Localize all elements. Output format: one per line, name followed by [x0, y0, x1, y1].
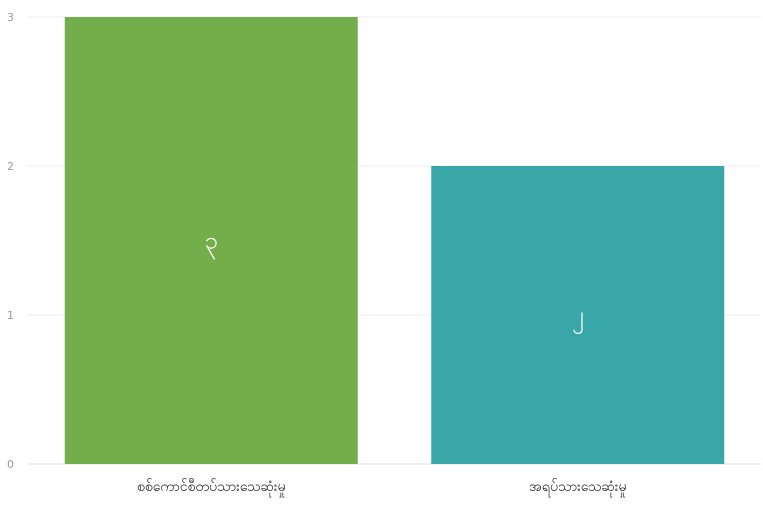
- y-tick-label: 0: [7, 458, 14, 471]
- bar-2: [431, 166, 725, 464]
- x-tick-label: စစ်ကောင်စီတပ်သားသေဆုံးမှု: [137, 479, 286, 497]
- y-tick-label: 2: [7, 160, 14, 173]
- bars: [64, 17, 725, 464]
- y-tick-label: 3: [7, 11, 14, 24]
- y-tick-label: 1: [7, 309, 14, 322]
- bar-value-label: ၂: [572, 301, 584, 334]
- x-tick-label: အရပ်သားသေဆုံးမှု: [529, 479, 626, 497]
- bar-1: [64, 17, 358, 464]
- y-axis: 0 1 2 3: [7, 11, 14, 471]
- bar-value-label: ၃: [205, 227, 219, 260]
- x-axis: စစ်ကောင်စီတပ်သားသေဆုံးမှု အရပ်သားသေဆုံးမှ…: [137, 479, 627, 497]
- bar-value-labels: ၃၂: [205, 227, 584, 335]
